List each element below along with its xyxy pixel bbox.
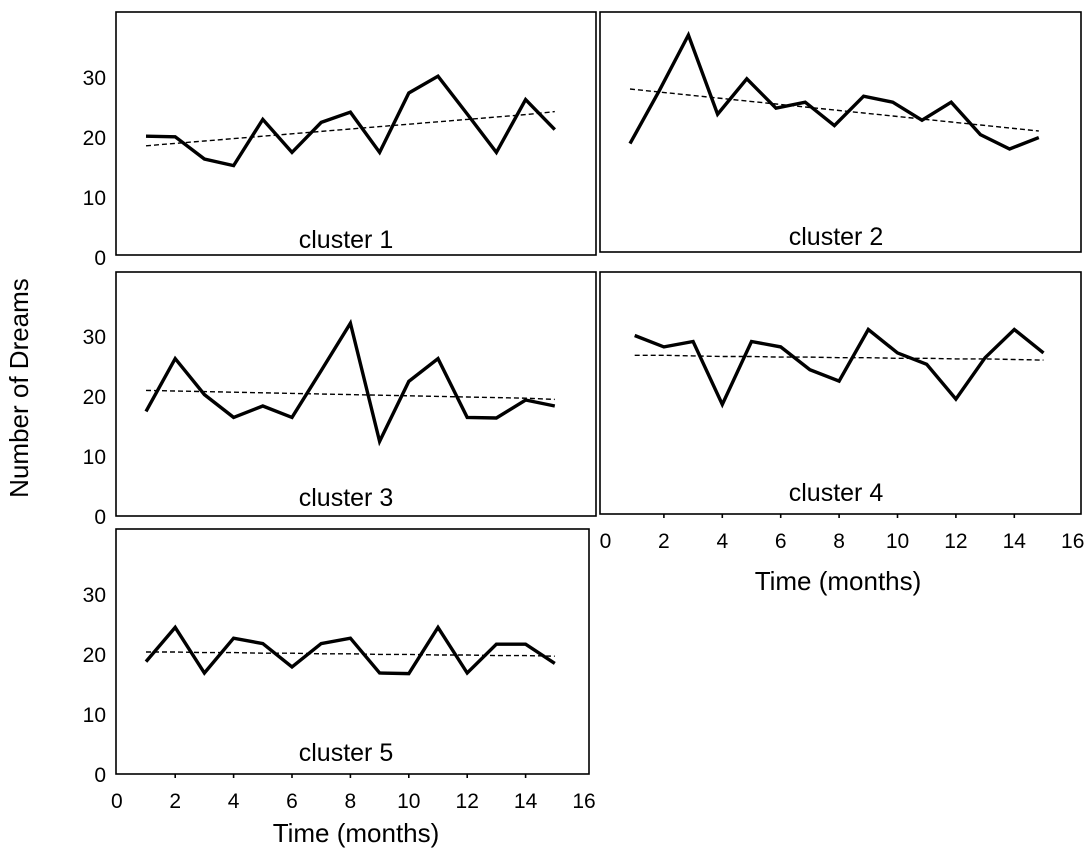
series-line-trend <box>634 354 1044 361</box>
y-tick-label: 30 <box>83 326 106 349</box>
x-tick-label: 8 <box>345 790 357 813</box>
x-tick-label: 14 <box>1003 530 1027 553</box>
panel-title: cluster 3 <box>299 484 393 512</box>
y-tick-label: 0 <box>94 247 106 270</box>
x-tick-label: 0 <box>600 530 612 553</box>
y-axis-title: Number of Dreams <box>4 278 34 498</box>
y-tick-label: 10 <box>83 704 106 727</box>
panel-frame <box>115 271 597 517</box>
panel-title: cluster 4 <box>789 479 884 507</box>
series-line-observed <box>144 318 556 447</box>
x-tick-label: 16 <box>1061 530 1084 553</box>
panel-frame <box>115 11 597 256</box>
y-tick-label: 10 <box>83 446 106 469</box>
panel-5: cluster 5 0 10 20 30 0 2 4 6 8 10 12 14 16 <box>83 528 596 813</box>
series-line-observed <box>145 73 557 168</box>
y-tick-label: 30 <box>83 67 106 90</box>
x-tick-label: 0 <box>111 790 123 813</box>
x-tick-label: 2 <box>169 790 181 813</box>
panel-1: cluster 1 0 10 20 30 <box>83 11 597 270</box>
x-tick-label: 12 <box>944 530 967 553</box>
y-tick-label: 20 <box>83 127 106 150</box>
panel-frame <box>599 271 1082 515</box>
panel-4: cluster 4 0 2 4 6 8 10 12 14 16 <box>599 271 1084 553</box>
panel-title: cluster 2 <box>789 223 883 251</box>
y-tick-label: 10 <box>83 187 106 210</box>
panel-title: cluster 1 <box>299 226 393 254</box>
series-line-observed <box>634 326 1045 409</box>
x-tick-label: 2 <box>658 530 670 553</box>
panel-2: cluster 2 <box>599 11 1082 253</box>
series-line-observed <box>144 624 556 676</box>
series-line-trend <box>145 110 555 147</box>
panel-title: cluster 5 <box>299 739 393 767</box>
x-tick-label: 6 <box>286 790 298 813</box>
x-tick-label: 4 <box>228 790 240 813</box>
series-line-trend <box>145 389 555 401</box>
x-axis-title-bottom: Time (months) <box>273 818 440 848</box>
y-tick-label: 20 <box>83 644 106 667</box>
x-tick-label: 4 <box>716 530 728 553</box>
panel-frame <box>115 528 590 775</box>
y-tick-label: 0 <box>94 764 106 787</box>
x-tick-label: 8 <box>833 530 845 553</box>
panel-frame <box>599 11 1082 253</box>
y-tick-label: 20 <box>83 386 106 409</box>
x-tick-label: 6 <box>775 530 787 553</box>
y-tick-label: 30 <box>83 584 106 607</box>
panel-3: cluster 3 0 10 20 30 <box>83 271 597 529</box>
series-line-trend <box>146 651 555 657</box>
x-tick-label: 16 <box>572 790 595 813</box>
x-tick-label: 10 <box>886 530 909 553</box>
series-line-observed <box>628 30 1040 151</box>
y-tick-label: 0 <box>94 506 106 529</box>
x-tick-label: 14 <box>514 790 538 813</box>
x-tick-label: 10 <box>397 790 420 813</box>
x-tick-label: 12 <box>456 790 479 813</box>
x-axis-title-right: Time (months) <box>755 566 922 596</box>
series-line-trend <box>629 88 1039 132</box>
